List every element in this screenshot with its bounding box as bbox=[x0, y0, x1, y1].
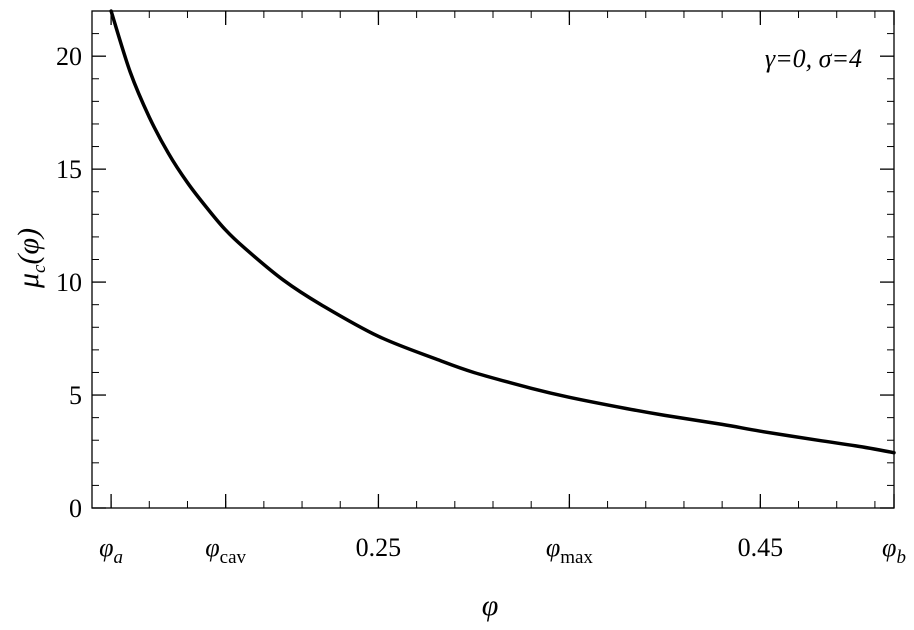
x-tick-label-main-0: φ bbox=[99, 533, 113, 562]
y-tick-label-1: 5 bbox=[69, 381, 82, 410]
x-tick-label-main-4: 0.45 bbox=[738, 533, 784, 562]
x-axis-title: φ bbox=[482, 589, 499, 622]
series-group bbox=[109, 9, 896, 455]
y-tick-label-0: 0 bbox=[69, 494, 82, 523]
x-tick-label-0: φa bbox=[99, 533, 123, 568]
x-tick-label-sub-1: cav bbox=[220, 547, 247, 568]
x-tick-label-main-3: φ bbox=[546, 533, 560, 562]
y-axis-title-sub: c bbox=[29, 264, 50, 273]
x-tick-label-sub-3: max bbox=[560, 547, 593, 568]
y-axis-title-args: (φ) bbox=[12, 228, 45, 265]
chart-annotation: γ=0, σ=4 bbox=[765, 44, 862, 73]
y-tick-label-4: 20 bbox=[56, 42, 82, 71]
x-tick-label-main-1: φ bbox=[205, 533, 219, 562]
x-tick-label-3: φmax bbox=[546, 533, 594, 568]
x-tick-label-2: 0.25 bbox=[356, 533, 402, 562]
y-axis-title-main: μ bbox=[12, 273, 45, 289]
x-tick-label-sub-5: b bbox=[896, 547, 906, 568]
x-tick-label-1: φcav bbox=[205, 533, 246, 568]
x-tick-label-5: φb bbox=[882, 533, 906, 568]
x-tick-label-sub-0: a bbox=[114, 547, 124, 568]
x-tick-label-main-5: φ bbox=[882, 533, 896, 562]
y-axis-title: μc(φ) bbox=[12, 228, 50, 289]
series-line-0 bbox=[109, 9, 896, 455]
axis-ticks bbox=[92, 11, 895, 509]
x-tick-label-main-2: 0.25 bbox=[356, 533, 402, 562]
y-tick-label-2: 10 bbox=[56, 268, 82, 297]
x-tick-label-4: 0.45 bbox=[738, 533, 784, 562]
y-tick-label-3: 15 bbox=[56, 155, 82, 184]
